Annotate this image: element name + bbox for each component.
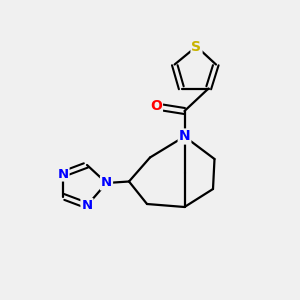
Text: S: S [191, 40, 202, 53]
Text: N: N [81, 199, 93, 212]
Text: N: N [179, 130, 190, 143]
Text: N: N [57, 167, 69, 181]
Text: N: N [101, 176, 112, 190]
Text: O: O [150, 100, 162, 113]
